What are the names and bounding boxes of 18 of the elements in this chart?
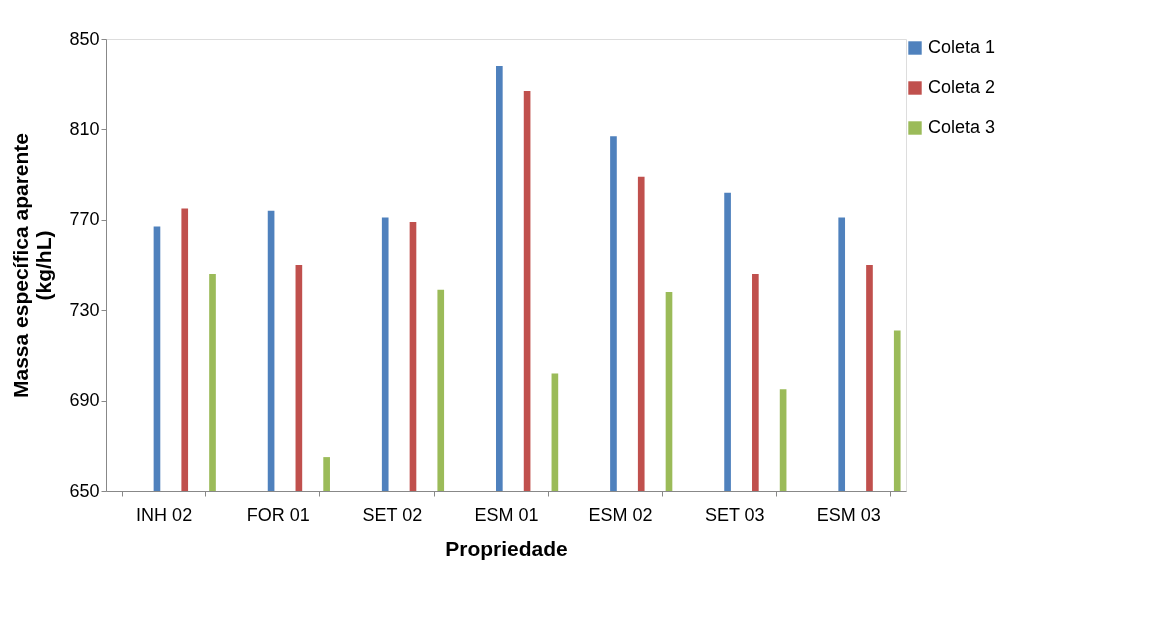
y-tick-label: 690 xyxy=(69,390,100,411)
x-tick-label: SET 02 xyxy=(362,504,423,525)
x-tick-label: ESM 03 xyxy=(816,504,881,525)
legend-label: Coleta 3 xyxy=(928,117,996,137)
x-tick-label: ESM 02 xyxy=(588,504,653,525)
x-tick-label: FOR 01 xyxy=(246,504,310,525)
y-tick-label: 730 xyxy=(69,299,100,320)
x-axis-title: Propriedade xyxy=(445,536,568,560)
x-tick-label: SET 03 xyxy=(704,504,765,525)
x-tick-label: ESM 01 xyxy=(474,504,539,525)
y-tick-label: 650 xyxy=(69,480,100,501)
y-tick-label: 850 xyxy=(69,28,100,49)
y-tick-label: 770 xyxy=(69,209,100,230)
legend-label: Coleta 2 xyxy=(928,77,996,97)
legend-label: Coleta 1 xyxy=(928,37,996,57)
y-axis-title: Massa específica aparente (kg/hL) xyxy=(9,133,56,398)
y-tick-label: 810 xyxy=(69,118,100,139)
x-tick-label: INH 02 xyxy=(136,504,193,525)
